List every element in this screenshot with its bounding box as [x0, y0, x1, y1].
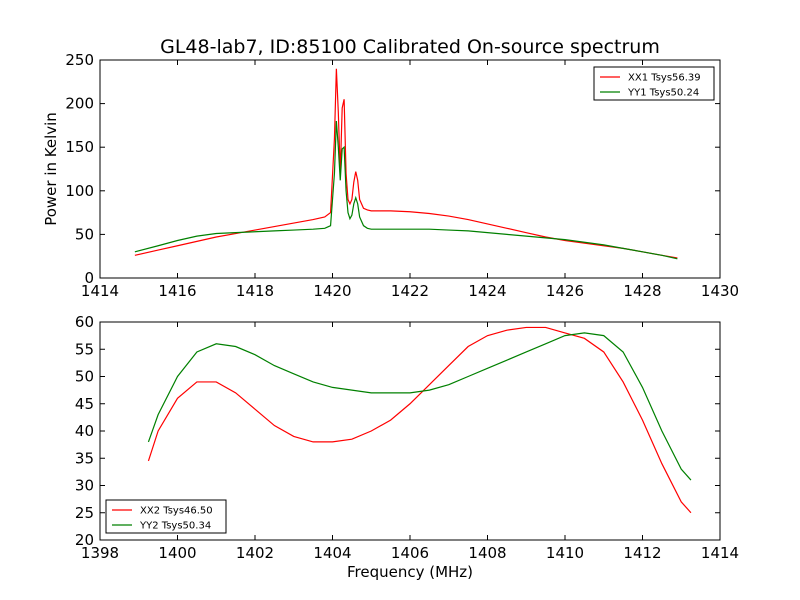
x-tick-label: 1406: [391, 544, 429, 562]
y-tick-label: 25: [75, 504, 94, 522]
x-tick-label: 1418: [236, 282, 274, 300]
x-tick-label: 1422: [391, 282, 429, 300]
y-tick-label: 30: [75, 477, 94, 495]
series-line-2: [134, 120, 678, 260]
y-tick-label: 100: [65, 182, 94, 200]
legend-label: YY2 Tsys50.34: [139, 521, 211, 532]
x-tick-label: 1398: [81, 544, 119, 562]
x-tick-label: 1412: [623, 544, 661, 562]
legend-label: YY1 Tsys50.24: [627, 88, 699, 99]
y-tick-label: 50: [75, 368, 94, 386]
x-tick-label: 1400: [158, 544, 196, 562]
y-axis-label: Power in Kelvin: [42, 112, 60, 226]
legend-box: [593, 66, 715, 101]
x-tick-label: 1420: [313, 282, 351, 300]
series-line-1: [147, 326, 692, 514]
figure-title: GL48-lab7, ID:85100 Calibrated On-source…: [160, 36, 660, 58]
y-tick-label: 45: [75, 395, 94, 413]
series-line-2: [147, 332, 692, 481]
y-tick-label: 20: [75, 531, 94, 549]
y-tick-label: 35: [75, 449, 94, 467]
y-tick-label: 55: [75, 340, 94, 358]
series-line-1: [134, 68, 678, 259]
x-tick-label: 1414: [81, 282, 119, 300]
x-tick-label: 1416: [158, 282, 196, 300]
x-tick-label: 1410: [546, 544, 584, 562]
x-axis-label: Frequency (MHz): [347, 563, 473, 581]
legend-label: XX1 Tsys56.39: [628, 73, 701, 84]
y-tick-label: 200: [65, 95, 94, 113]
x-tick-label: 1428: [623, 282, 661, 300]
y-tick-label: 0: [84, 269, 94, 287]
y-tick-label: 150: [65, 138, 94, 156]
x-tick-label: 1426: [546, 282, 584, 300]
y-tick-label: 250: [65, 51, 94, 69]
legend: XX2 Tsys46.50 YY2 Tsys50.34: [105, 499, 227, 534]
y-tick-label: 50: [75, 225, 94, 243]
x-tick-label: 1414: [701, 544, 739, 562]
legend: XX1 Tsys56.39 YY1 Tsys50.24: [593, 66, 715, 101]
x-tick-label: 1408: [468, 544, 506, 562]
top-spectrum-panel: 1414 1416 1418 1420 1422 1424 1426 1428 1430 0 50 1…: [42, 51, 739, 300]
x-tick-label: 1424: [468, 282, 506, 300]
legend-box: [105, 499, 227, 534]
x-tick-label: 1430: [701, 282, 739, 300]
x-tick-label: 1404: [313, 544, 351, 562]
x-tick-label: 1402: [236, 544, 274, 562]
y-tick-label: 40: [75, 422, 94, 440]
bottom-spectrum-panel: 1398 1400 1402 1404 1406 1408 1410 1412 1414 20 25…: [75, 313, 739, 581]
legend-label: XX2 Tsys46.50: [140, 506, 213, 517]
y-tick-label: 60: [75, 313, 94, 331]
